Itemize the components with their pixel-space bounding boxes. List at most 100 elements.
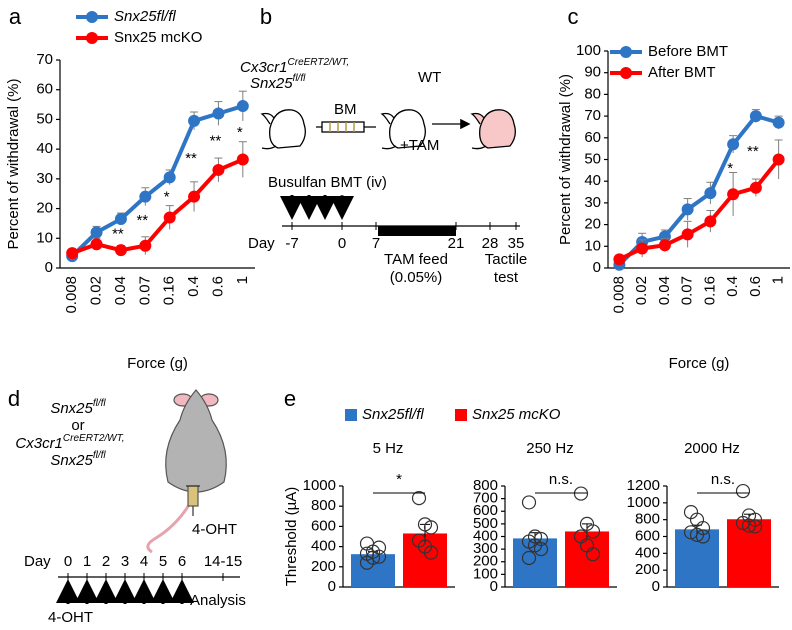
data-point <box>423 545 439 560</box>
day-number: 28 <box>482 235 499 252</box>
y-tick-label: 1000 <box>627 494 660 511</box>
y-tick-label: 70 <box>36 51 53 68</box>
legend-label: Snx25fl/fl <box>362 406 424 423</box>
y-tick-label: 50 <box>36 110 53 127</box>
y-tick-label: 200 <box>473 553 498 570</box>
y-tick-label: 0 <box>45 259 53 276</box>
y-tick-label: 1000 <box>303 477 336 494</box>
x-tick-label: 1 <box>770 276 787 284</box>
day-number: 7 <box>372 235 380 252</box>
y-axis-label: Percent of withdrawal (%) <box>5 79 22 250</box>
x-tick-label: 0.008 <box>610 276 627 314</box>
mouse-d <box>146 389 227 554</box>
y-tick-label: 60 <box>36 81 53 98</box>
significance: * <box>727 160 733 177</box>
y-tick-label: 600 <box>635 527 660 544</box>
panel-label: d <box>8 386 20 411</box>
data-point <box>66 247 79 260</box>
y-tick-label: 600 <box>311 517 336 534</box>
day-number: 2 <box>102 553 110 570</box>
genotype: Snx25fl/fl <box>250 73 306 92</box>
genotype: Snx25fl/fl <box>50 450 106 469</box>
data-point <box>636 242 649 255</box>
data-point <box>747 519 763 534</box>
mouse-drawings <box>260 109 516 150</box>
x-tick-label: 0.008 <box>63 276 80 314</box>
y-tick-label: 20 <box>584 216 601 233</box>
y-tick-label: 0 <box>490 578 498 595</box>
legend-marker <box>620 46 632 58</box>
y-tick-label: 400 <box>635 544 660 561</box>
significance: ** <box>210 133 222 150</box>
significance: n.s. <box>711 471 735 488</box>
data-point <box>613 253 626 266</box>
data-point <box>749 181 762 194</box>
data-point <box>749 110 762 123</box>
data-point <box>521 550 537 566</box>
data-point <box>188 190 201 203</box>
y-tick-label: 100 <box>473 565 498 582</box>
x-tick-label: 0.02 <box>88 276 105 305</box>
y-tick-label: 200 <box>311 558 336 575</box>
legend-label: Snx25 mcKO <box>472 406 561 423</box>
test-label: Tactile <box>485 251 528 268</box>
data-point <box>681 228 694 241</box>
data-point <box>521 495 537 510</box>
data-point <box>236 100 249 113</box>
y-tick-label: 600 <box>473 502 498 519</box>
x-tick-label: 0.4 <box>185 276 202 297</box>
arrow-label: 4-OHT <box>48 609 93 626</box>
x-tick-label: 0.6 <box>209 276 226 297</box>
x-axis-label: Force (g) <box>127 355 188 372</box>
tam-label: +TAM <box>400 137 439 154</box>
y-tick-label: 0 <box>652 578 660 595</box>
y-tick-label: 0 <box>328 578 336 595</box>
syringe-fill <box>329 122 355 132</box>
genotype: Snx25fl/fl <box>50 398 106 417</box>
y-tick-label: 400 <box>311 538 336 555</box>
day-number: -7 <box>285 235 298 252</box>
data-point <box>658 230 671 243</box>
y-tick-label: 0 <box>593 259 601 276</box>
data-point <box>681 203 694 216</box>
data-point <box>695 529 711 544</box>
y-tick-label: 50 <box>584 150 601 167</box>
y-tick-label: 40 <box>36 140 53 157</box>
y-tick-label: 20 <box>36 200 53 217</box>
text-base: Snx25 <box>50 452 93 469</box>
data-point <box>212 107 225 120</box>
data-point <box>704 187 717 200</box>
data-point <box>533 542 549 557</box>
data-point <box>212 163 225 176</box>
legend-marker <box>86 32 98 44</box>
data-point <box>236 153 249 166</box>
legend-marker <box>620 67 632 79</box>
text-superscript: fl/fl <box>293 73 307 84</box>
legend-label: Snx25fl/fl <box>114 8 176 25</box>
text-base: Snx25 <box>50 400 93 417</box>
y-tick-label: 700 <box>473 490 498 507</box>
data-point <box>727 138 740 151</box>
legend-label: After BMT <box>648 64 716 81</box>
panel-label: b <box>260 4 272 29</box>
data-point <box>735 483 751 499</box>
text-superscript: CreERT2/WT, <box>63 433 125 444</box>
y-tick-label: 10 <box>36 229 53 246</box>
y-tick-label: 100 <box>576 42 601 59</box>
y-tick-label: 30 <box>584 194 601 211</box>
data-point <box>772 153 785 166</box>
day-number: 0 <box>338 235 346 252</box>
y-tick-label: 40 <box>584 172 601 189</box>
y-tick-label: 800 <box>311 497 336 514</box>
subplot-title: 2000 Hz <box>684 440 740 457</box>
injection-label: 4-OHT <box>192 521 237 538</box>
genotype: Cx3cr1CreERT2/WT, <box>240 57 349 76</box>
bar <box>565 531 609 587</box>
data-point <box>423 520 439 535</box>
x-tick-label: 0.07 <box>679 276 696 305</box>
y-axis-label: Percent of withdrawal (%) <box>557 74 574 245</box>
x-tick-label: 0.16 <box>701 276 718 305</box>
panel-label: a <box>9 4 22 29</box>
data-point <box>188 114 201 127</box>
